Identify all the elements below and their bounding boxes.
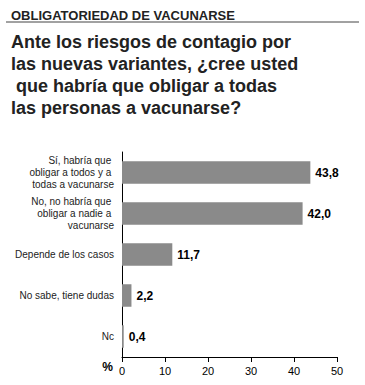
svg-text:No, no habría que: No, no habría que xyxy=(31,196,114,207)
svg-text:0,4: 0,4 xyxy=(129,330,146,344)
svg-text:20: 20 xyxy=(202,365,214,377)
svg-text:Ante los riesgos de contagio p: Ante los riesgos de contagio por xyxy=(11,32,296,52)
svg-text:Sí, habría que: Sí, habría que xyxy=(48,155,114,166)
svg-text:todas a vacunarse: todas a vacunarse xyxy=(32,179,114,190)
svg-text:Depende de los casos: Depende de los casos xyxy=(15,249,114,260)
svg-text:2,2: 2,2 xyxy=(136,289,153,303)
svg-text:obligar a todos y a: obligar a todos y a xyxy=(30,167,115,178)
svg-text:que habría que obligar a todas: que habría que obligar a todas xyxy=(11,76,282,96)
svg-text:obligar a nadie a: obligar a nadie a xyxy=(37,208,114,219)
svg-text:43,8: 43,8 xyxy=(315,166,339,180)
svg-text:%: % xyxy=(102,360,113,374)
svg-text:50: 50 xyxy=(331,365,343,377)
svg-text:0: 0 xyxy=(119,365,125,377)
svg-text:vacunarse: vacunarse xyxy=(68,220,115,231)
svg-text:42,0: 42,0 xyxy=(308,207,332,221)
svg-text:las personas a vacunarse?: las personas a vacunarse? xyxy=(11,98,241,118)
svg-text:No sabe, tiene dudas: No sabe, tiene dudas xyxy=(19,290,114,301)
svg-text:10: 10 xyxy=(159,365,171,377)
svg-text:40: 40 xyxy=(288,365,300,377)
svg-text:30: 30 xyxy=(245,365,257,377)
svg-text:las nuevas variantes, ¿cree us: las nuevas variantes, ¿cree usted xyxy=(11,54,298,74)
svg-text:OBLIGATORIEDAD DE VACUNARSE: OBLIGATORIEDAD DE VACUNARSE xyxy=(11,8,235,23)
svg-text:11,7: 11,7 xyxy=(177,248,200,262)
svg-text:Nc: Nc xyxy=(102,331,114,342)
